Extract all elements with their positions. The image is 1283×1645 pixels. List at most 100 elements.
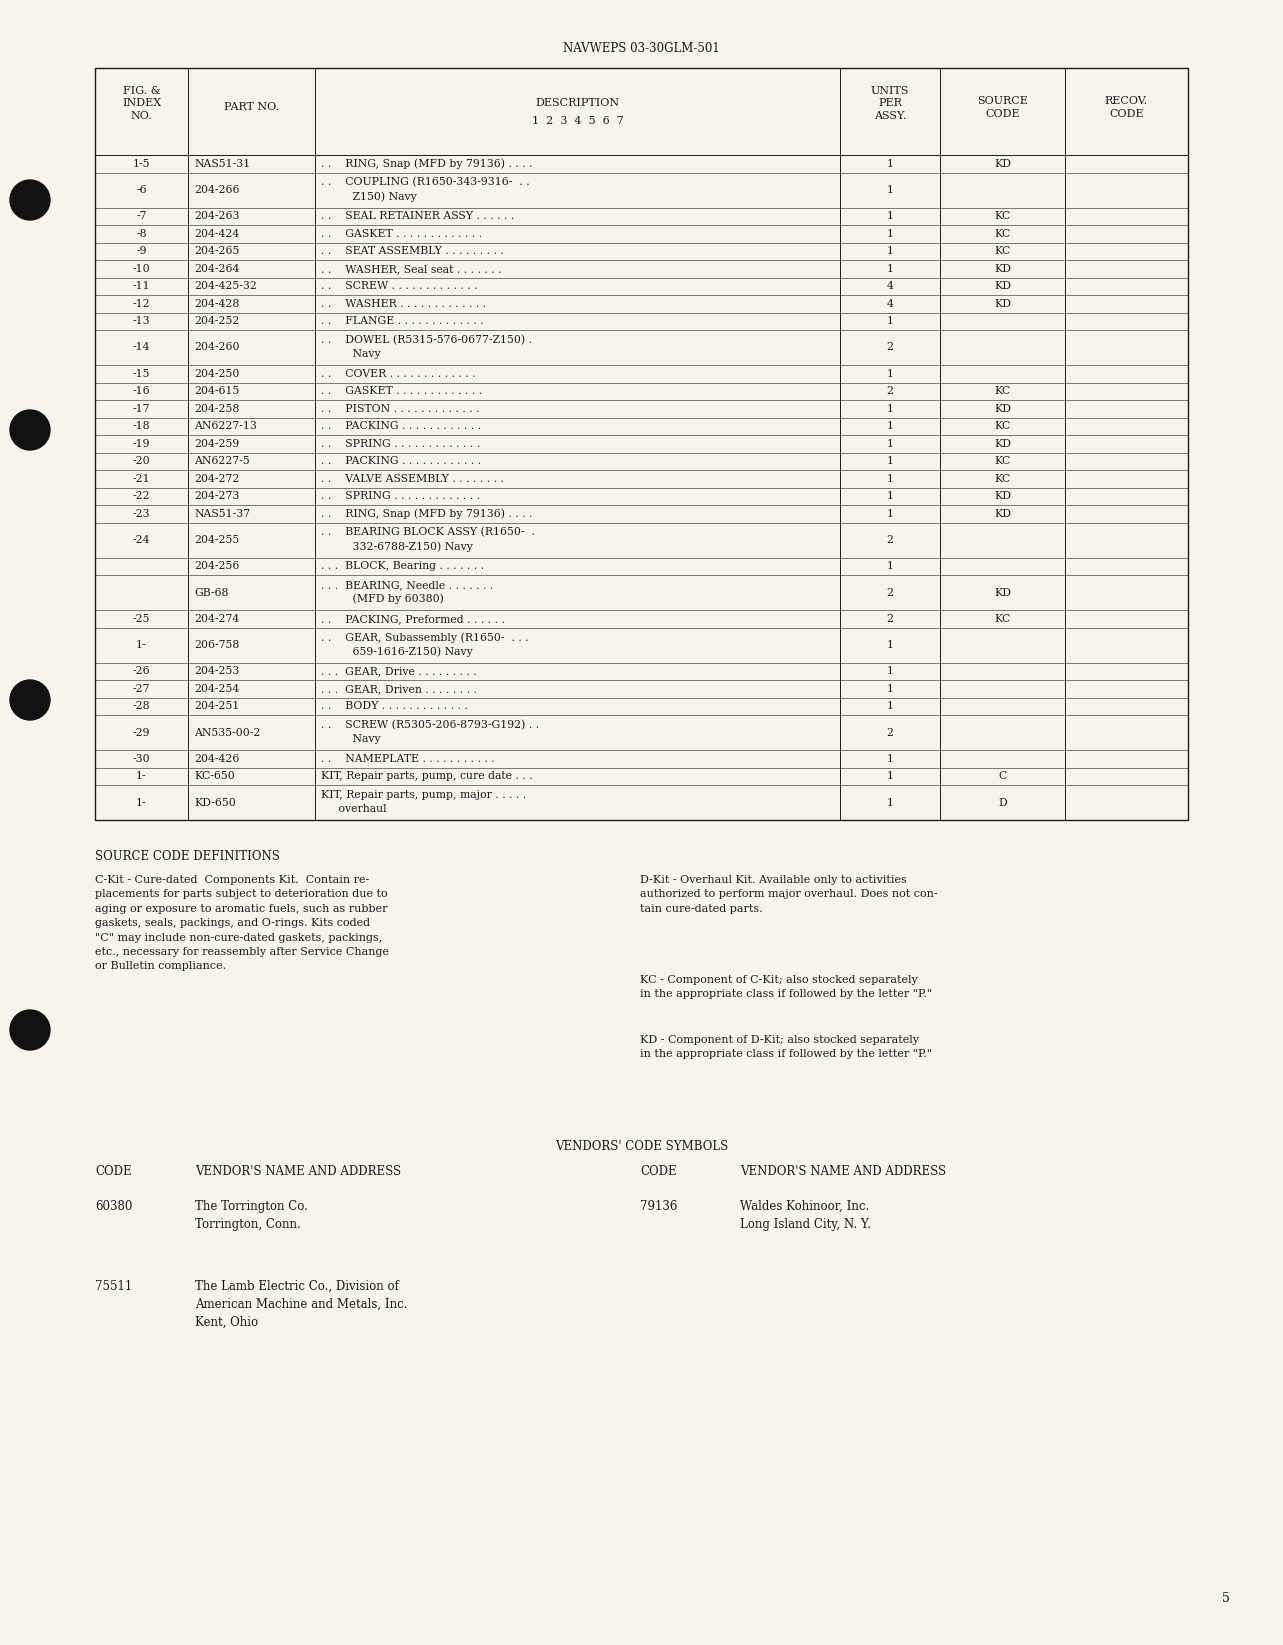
Text: 1: 1 xyxy=(887,684,893,694)
Text: . .    WASHER, Seal seat . . . . . . .: . . WASHER, Seal seat . . . . . . . xyxy=(321,263,502,273)
Text: . .    FLANGE . . . . . . . . . . . . .: . . FLANGE . . . . . . . . . . . . . xyxy=(321,316,484,326)
Text: RECOV.
CODE: RECOV. CODE xyxy=(1105,97,1148,118)
Text: Navy: Navy xyxy=(321,734,381,744)
Text: UNITS
PER
ASSY.: UNITS PER ASSY. xyxy=(871,86,910,120)
Text: . .    COVER . . . . . . . . . . . . .: . . COVER . . . . . . . . . . . . . xyxy=(321,368,476,378)
Text: -6: -6 xyxy=(136,184,146,196)
Text: 1  2  3  4  5  6  7: 1 2 3 4 5 6 7 xyxy=(531,117,624,127)
Text: . .    NAMEPLATE . . . . . . . . . . .: . . NAMEPLATE . . . . . . . . . . . xyxy=(321,753,495,763)
Text: . .    PACKING . . . . . . . . . . . .: . . PACKING . . . . . . . . . . . . xyxy=(321,421,481,431)
Text: . .    COUPLING (R1650-343-9316-  . .: . . COUPLING (R1650-343-9316- . . xyxy=(321,178,530,188)
Text: KC: KC xyxy=(994,247,1011,257)
Text: . .    DOWEL (R5315-576-0677-Z150) .: . . DOWEL (R5315-576-0677-Z150) . xyxy=(321,334,532,345)
Text: 1: 1 xyxy=(887,753,893,763)
Text: KD: KD xyxy=(994,263,1011,273)
Text: 204-274: 204-274 xyxy=(194,614,239,623)
Text: 2: 2 xyxy=(887,342,893,352)
Text: KC: KC xyxy=(994,474,1011,484)
Text: 1-: 1- xyxy=(136,640,146,650)
Text: CODE: CODE xyxy=(640,1165,676,1178)
Text: 204-266: 204-266 xyxy=(194,184,240,196)
Text: -8: -8 xyxy=(136,229,146,239)
Text: . . .  GEAR, Driven . . . . . . . .: . . . GEAR, Driven . . . . . . . . xyxy=(321,684,477,694)
Text: 2: 2 xyxy=(887,387,893,396)
Text: (MFD by 60380): (MFD by 60380) xyxy=(321,594,444,604)
Text: FIG. &
INDEX
NO.: FIG. & INDEX NO. xyxy=(122,86,162,120)
Text: KD: KD xyxy=(994,160,1011,169)
Text: 204-250: 204-250 xyxy=(194,368,240,378)
Text: 1: 1 xyxy=(887,772,893,781)
Text: Navy: Navy xyxy=(321,349,381,359)
Text: . .    BODY . . . . . . . . . . . . .: . . BODY . . . . . . . . . . . . . xyxy=(321,701,468,711)
Text: 1: 1 xyxy=(887,666,893,676)
Text: 60380: 60380 xyxy=(95,1199,132,1212)
Text: -29: -29 xyxy=(132,727,150,737)
Text: . .    SCREW . . . . . . . . . . . . .: . . SCREW . . . . . . . . . . . . . xyxy=(321,281,477,291)
Text: -19: -19 xyxy=(132,439,150,449)
Text: KD: KD xyxy=(994,403,1011,415)
Text: 204-260: 204-260 xyxy=(194,342,240,352)
Text: KD: KD xyxy=(994,492,1011,502)
Text: 1: 1 xyxy=(887,421,893,431)
Text: 204-258: 204-258 xyxy=(194,403,240,415)
Text: The Lamb Electric Co., Division of
American Machine and Metals, Inc.
Kent, Ohio: The Lamb Electric Co., Division of Ameri… xyxy=(195,1280,408,1329)
Text: . .    SEAT ASSEMBLY . . . . . . . . .: . . SEAT ASSEMBLY . . . . . . . . . xyxy=(321,247,504,257)
Text: -20: -20 xyxy=(132,456,150,466)
Text: 1: 1 xyxy=(887,316,893,326)
Text: KD: KD xyxy=(994,587,1011,597)
Text: KC-650: KC-650 xyxy=(194,772,235,781)
Text: . .    PACKING, Preformed . . . . . .: . . PACKING, Preformed . . . . . . xyxy=(321,614,506,623)
Text: CODE: CODE xyxy=(95,1165,132,1178)
Text: -10: -10 xyxy=(132,263,150,273)
Text: -22: -22 xyxy=(132,492,150,502)
Text: 1: 1 xyxy=(887,229,893,239)
Text: 1: 1 xyxy=(887,798,893,808)
Text: KD - Component of D-Kit; also stocked separately
in the appropriate class if fol: KD - Component of D-Kit; also stocked se… xyxy=(640,1035,931,1059)
Text: -17: -17 xyxy=(132,403,150,415)
Text: 204-264: 204-264 xyxy=(194,263,240,273)
Text: 2: 2 xyxy=(887,535,893,544)
Text: -26: -26 xyxy=(132,666,150,676)
Text: 204-615: 204-615 xyxy=(194,387,240,396)
Text: 204-251: 204-251 xyxy=(194,701,240,711)
Text: KC: KC xyxy=(994,614,1011,623)
Text: KC: KC xyxy=(994,211,1011,220)
Circle shape xyxy=(10,679,50,721)
Text: 2: 2 xyxy=(887,727,893,737)
Text: . . .  BLOCK, Bearing . . . . . . .: . . . BLOCK, Bearing . . . . . . . xyxy=(321,561,484,571)
Text: 1-: 1- xyxy=(136,798,146,808)
Text: The Torrington Co.
Torrington, Conn.: The Torrington Co. Torrington, Conn. xyxy=(195,1199,308,1230)
Text: . .    VALVE ASSEMBLY . . . . . . . .: . . VALVE ASSEMBLY . . . . . . . . xyxy=(321,474,504,484)
Text: -14: -14 xyxy=(132,342,150,352)
Text: 204-426: 204-426 xyxy=(194,753,240,763)
Text: -23: -23 xyxy=(132,508,150,518)
Text: 2: 2 xyxy=(887,587,893,597)
Text: KD-650: KD-650 xyxy=(194,798,236,808)
Bar xyxy=(95,67,1188,819)
Text: 1: 1 xyxy=(887,456,893,466)
Text: . .    SCREW (R5305-206-8793-G192) . .: . . SCREW (R5305-206-8793-G192) . . xyxy=(321,719,539,730)
Text: . .    GASKET . . . . . . . . . . . . .: . . GASKET . . . . . . . . . . . . . xyxy=(321,229,482,239)
Text: . .    SPRING . . . . . . . . . . . . .: . . SPRING . . . . . . . . . . . . . xyxy=(321,439,480,449)
Text: 1: 1 xyxy=(887,403,893,415)
Text: 1: 1 xyxy=(887,561,893,571)
Text: 1-5: 1-5 xyxy=(132,160,150,169)
Text: PART NO.: PART NO. xyxy=(225,102,280,112)
Text: 1: 1 xyxy=(887,640,893,650)
Text: -15: -15 xyxy=(132,368,150,378)
Text: KC: KC xyxy=(994,387,1011,396)
Text: 1-: 1- xyxy=(136,772,146,781)
Text: 79136: 79136 xyxy=(640,1199,677,1212)
Text: KC: KC xyxy=(994,421,1011,431)
Text: 204-263: 204-263 xyxy=(194,211,240,220)
Text: 1: 1 xyxy=(887,247,893,257)
Text: 204-252: 204-252 xyxy=(194,316,240,326)
Text: . .    WASHER . . . . . . . . . . . . .: . . WASHER . . . . . . . . . . . . . xyxy=(321,299,486,309)
Text: 204-424: 204-424 xyxy=(194,229,239,239)
Text: Z150) Navy: Z150) Navy xyxy=(321,191,417,202)
Text: 1: 1 xyxy=(887,263,893,273)
Text: -12: -12 xyxy=(132,299,150,309)
Circle shape xyxy=(10,410,50,451)
Text: -9: -9 xyxy=(136,247,146,257)
Text: VENDOR'S NAME AND ADDRESS: VENDOR'S NAME AND ADDRESS xyxy=(740,1165,946,1178)
